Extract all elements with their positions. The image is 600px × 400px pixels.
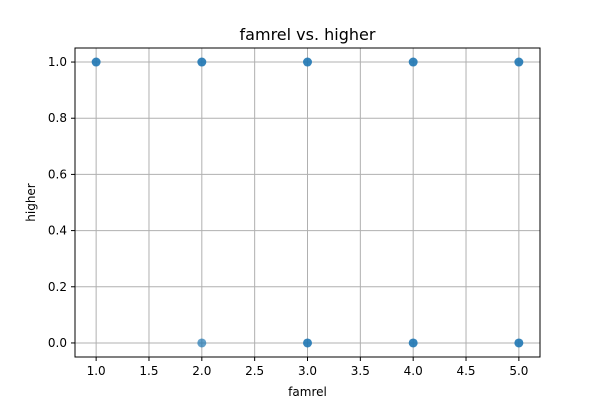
x-tick-label: 4.5: [456, 364, 475, 378]
x-axis-label: famrel: [288, 385, 327, 399]
data-points: [91, 57, 524, 348]
y-tick-label: 0.2: [48, 280, 67, 294]
data-point: [303, 57, 312, 67]
x-tick-label: 3.5: [351, 364, 370, 378]
data-point: [197, 57, 207, 67]
x-tick-label: 2.0: [192, 364, 211, 378]
x-tick-label: 2.5: [245, 364, 264, 378]
x-axis-ticks: 1.0 1.5 2.0 2.5 3.0 3.5 4.0 4.5 5.0: [87, 357, 528, 378]
y-tick-label: 0.0: [48, 336, 67, 350]
data-point: [303, 338, 312, 348]
y-axis-label: higher: [24, 183, 38, 222]
data-point: [91, 57, 101, 67]
x-tick-label: 4.0: [404, 364, 423, 378]
data-point: [514, 338, 524, 348]
grid-lines: [75, 48, 540, 357]
data-point: [197, 338, 207, 348]
x-tick-label: 1.0: [87, 364, 106, 378]
y-tick-label: 0.4: [48, 224, 67, 238]
data-point: [514, 57, 524, 67]
x-tick-label: 5.0: [509, 364, 528, 378]
chart-title: famrel vs. higher: [240, 25, 376, 44]
x-tick-label: 3.0: [298, 364, 317, 378]
data-point: [408, 338, 418, 348]
data-point: [408, 57, 418, 67]
y-tick-label: 1.0: [48, 55, 67, 69]
y-tick-label: 0.8: [48, 111, 67, 125]
y-tick-label: 0.6: [48, 167, 67, 181]
y-axis-ticks: 0.0 0.2 0.4 0.6 0.8 1.0: [48, 55, 75, 350]
x-tick-label: 1.5: [139, 364, 158, 378]
